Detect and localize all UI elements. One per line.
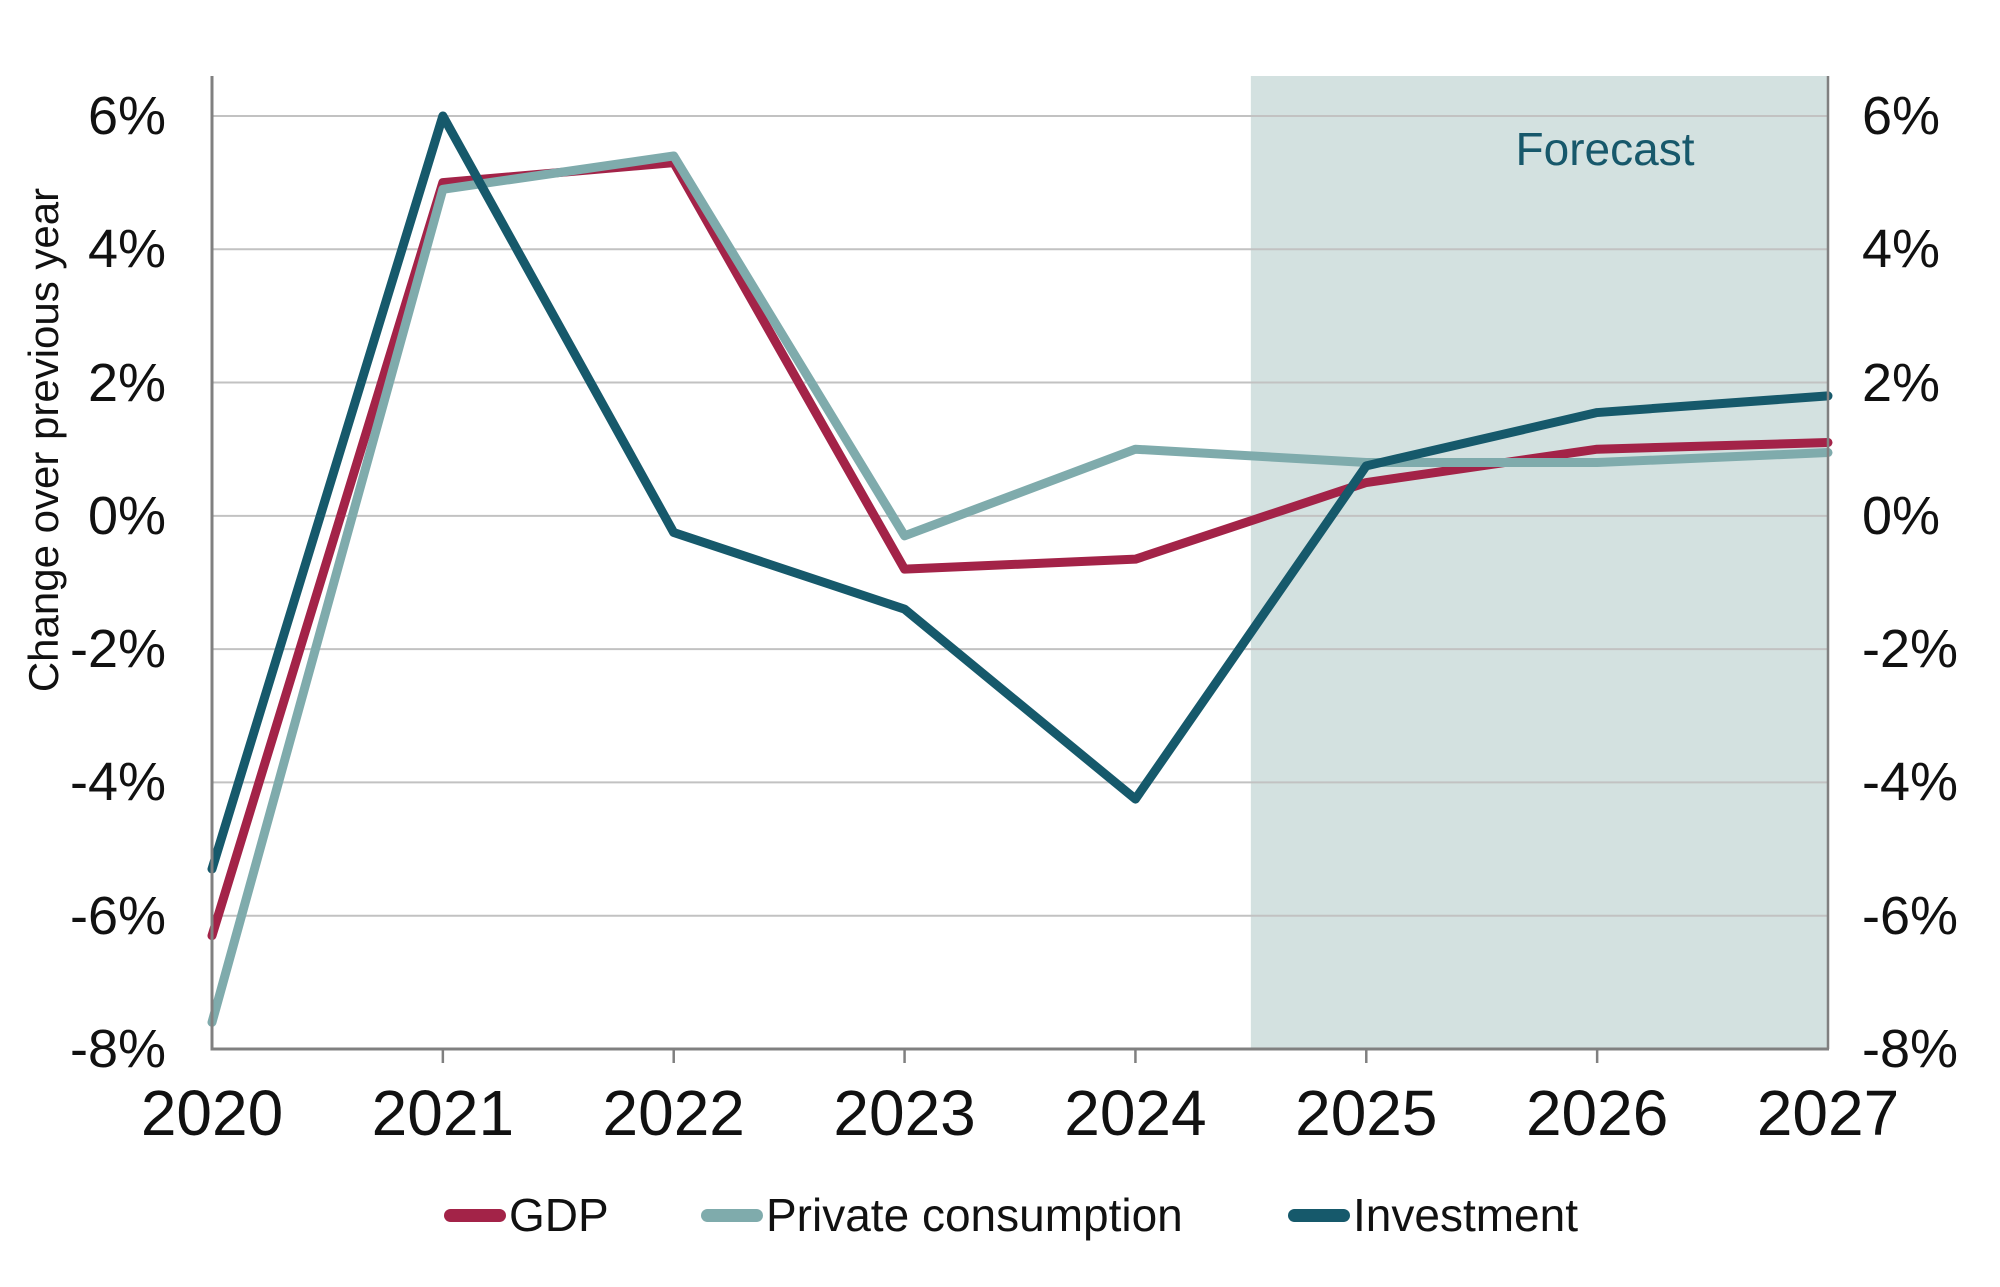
x-tick-label-2027: 2027: [1756, 1077, 1900, 1149]
y-tick-label-left--4%: -4%: [69, 752, 166, 813]
y-tick-label-right-2%: 2%: [1862, 352, 1941, 413]
x-tick-label-2026: 2026: [1525, 1077, 1669, 1149]
y-tick-label-left-0%: 0%: [87, 485, 166, 546]
y-tick-label-right--4%: -4%: [1862, 752, 1959, 813]
x-tick-label-2025: 2025: [1295, 1077, 1438, 1149]
y-tick-label-left--6%: -6%: [69, 885, 166, 946]
y-tick-label-right-0%: 0%: [1862, 485, 1941, 546]
x-tick-label-2022: 2022: [602, 1077, 745, 1149]
x-tick-label-2020: 2020: [140, 1077, 284, 1149]
y-tick-label-right--2%: -2%: [1862, 619, 1959, 680]
forecast-label: Forecast: [1515, 123, 1695, 175]
y-tick-label-right-6%: 6%: [1862, 85, 1941, 146]
y-tick-label-left--8%: -8%: [69, 1019, 166, 1079]
forecast-region: [1250, 76, 1828, 1049]
y-tick-label-left-4%: 4%: [87, 219, 166, 280]
y-tick-label-left-2%: 2%: [87, 352, 166, 413]
x-tick-label-2023: 2023: [833, 1077, 976, 1149]
y-tick-label-left-6%: 6%: [87, 85, 166, 146]
investment-line: [207, 111, 1833, 874]
x-tick-label-2021: 2021: [371, 1077, 515, 1149]
y-tick-label-right--6%: -6%: [1862, 885, 1959, 946]
x-tick-label-2024: 2024: [1064, 1077, 1207, 1149]
y-tick-label-left--2%: -2%: [69, 619, 166, 680]
y-tick-label-right-4%: 4%: [1862, 219, 1941, 280]
y-tick-label-right--8%: -8%: [1862, 1019, 1959, 1079]
